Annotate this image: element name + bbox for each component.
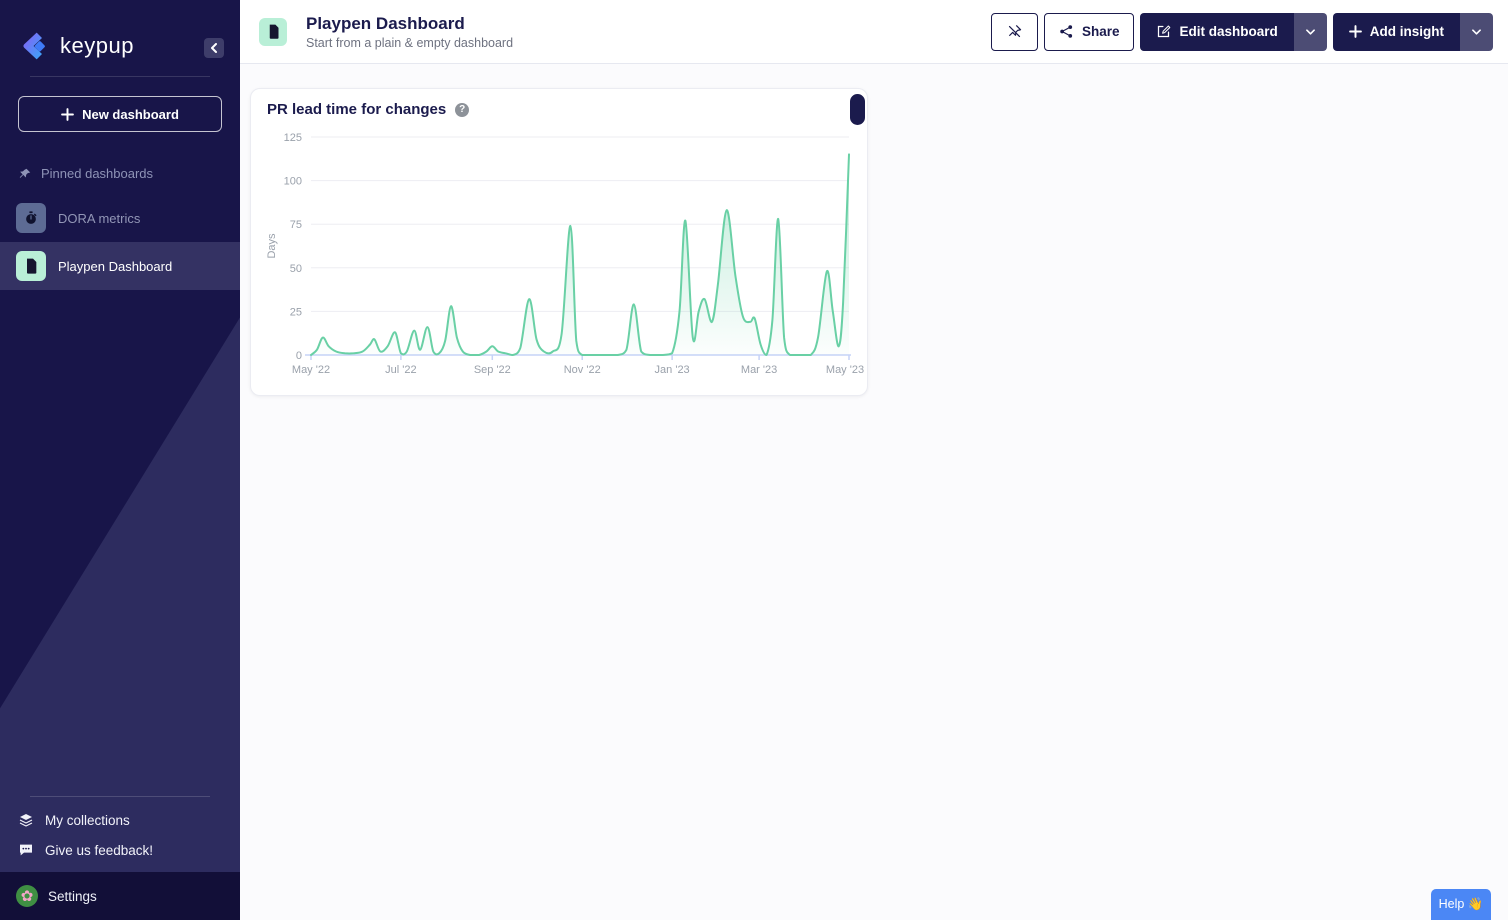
user-avatar: ✿: [16, 885, 38, 907]
feedback-link[interactable]: Give us feedback!: [0, 835, 240, 865]
sidebar-divider: [30, 76, 210, 77]
svg-text:Jan '23: Jan '23: [655, 364, 690, 376]
sidebar-diagonal-decoration: [0, 317, 240, 920]
dashboard-canvas: PR lead time for changes ? 0 25 50 75 100 125…: [240, 64, 1508, 920]
help-tooltip-icon[interactable]: ?: [455, 102, 470, 117]
sidebar-footer: My collections Give us feedback! ✿ Setti…: [0, 796, 240, 920]
chevron-left-icon: [211, 43, 217, 53]
svg-text:75: 75: [290, 219, 302, 231]
settings-button[interactable]: ✿ Settings: [0, 872, 240, 920]
add-insight-label: Add insight: [1369, 24, 1444, 39]
layers-icon: [19, 814, 33, 827]
share-icon: [1060, 25, 1073, 38]
svg-text:Days: Days: [266, 233, 278, 259]
keypup-logo-icon: [23, 32, 45, 60]
logo-row: keypup: [0, 0, 240, 62]
sidebar-item-playpen-dashboard[interactable]: Playpen Dashboard: [0, 242, 240, 290]
caret-down-icon: [1305, 28, 1315, 35]
plus-icon: [61, 107, 74, 121]
add-insight-dropdown-button[interactable]: [1460, 12, 1493, 51]
new-dashboard-button[interactable]: New dashboard: [18, 96, 222, 132]
caret-down-icon: [1472, 28, 1481, 35]
my-collections-link[interactable]: My collections: [0, 805, 240, 835]
new-dashboard-label: New dashboard: [82, 106, 179, 122]
sidebar-item-label: DORA metrics: [58, 210, 141, 226]
share-button[interactable]: Share: [1043, 12, 1135, 51]
svg-text:0: 0: [296, 350, 302, 362]
edit-dashboard-button-group: Edit dashboard: [1140, 12, 1327, 51]
plus-icon: [1348, 25, 1362, 38]
svg-text:Jul '22: Jul '22: [385, 364, 416, 376]
dashboard-document-icon: [259, 17, 287, 46]
svg-text:May '23: May '23: [826, 364, 864, 376]
unpin-dashboard-button[interactable]: [990, 12, 1038, 51]
pinned-dashboards-label: Pinned dashboards: [41, 166, 154, 181]
pin-slash-icon: [1008, 25, 1022, 38]
header-actions: Share Edit dashboard: [990, 12, 1493, 51]
edit-icon: [1158, 25, 1171, 38]
title-block: Playpen Dashboard Start from a plain & e…: [306, 13, 513, 50]
svg-text:Sep '22: Sep '22: [474, 364, 511, 376]
help-button[interactable]: Help 👋: [1431, 889, 1491, 920]
sidebar-collapse-button[interactable]: [204, 38, 224, 58]
add-insight-button-group: Add insight: [1332, 12, 1493, 51]
card-menu-pill[interactable]: [850, 94, 865, 125]
svg-text:125: 125: [284, 132, 302, 144]
svg-text:May '22: May '22: [292, 364, 330, 376]
sidebar: keypup New dashboard Pinned dashboards: [0, 0, 240, 920]
sidebar-footer-divider: [30, 796, 210, 797]
stopwatch-icon: [16, 203, 46, 233]
sidebar-item-dora-metrics[interactable]: DORA metrics: [0, 194, 240, 242]
main-area: Playpen Dashboard Start from a plain & e…: [240, 0, 1508, 920]
document-icon: [16, 251, 46, 281]
sidebar-item-label: Playpen Dashboard: [58, 258, 173, 274]
edit-dashboard-dropdown-button[interactable]: [1293, 12, 1327, 51]
page-subtitle: Start from a plain & empty dashboard: [306, 36, 514, 51]
svg-text:25: 25: [290, 306, 302, 318]
pin-icon: [19, 168, 31, 178]
svg-text:Nov '22: Nov '22: [564, 364, 601, 376]
chart-title: PR lead time for changes: [267, 101, 447, 118]
pr-lead-time-chart: 0 25 50 75 100 125 Days May '22 Jul '22 Sep '22 No…: [266, 132, 864, 376]
svg-text:50: 50: [290, 263, 302, 275]
edit-dashboard-button[interactable]: Edit dashboard: [1140, 12, 1294, 51]
dashboard-header: Playpen Dashboard Start from a plain & e…: [240, 0, 1508, 64]
chart-card-header: PR lead time for changes ?: [267, 101, 470, 118]
page-title: Playpen Dashboard: [306, 13, 465, 33]
my-collections-label: My collections: [45, 812, 130, 828]
share-label: Share: [1081, 24, 1120, 39]
chart-card-pr-lead-time: PR lead time for changes ? 0 25 50 75 100 125…: [250, 88, 868, 396]
pinned-dashboards-list: DORA metrics Playpen Dashboard: [0, 194, 240, 290]
logo-text: keypup: [60, 33, 134, 58]
edit-dashboard-label: Edit dashboard: [1179, 24, 1278, 39]
add-insight-button[interactable]: Add insight: [1332, 12, 1460, 51]
pinned-dashboards-header: Pinned dashboards: [18, 166, 240, 181]
settings-label: Settings: [48, 888, 97, 904]
feedback-label: Give us feedback!: [45, 842, 154, 858]
chat-icon: [20, 844, 32, 856]
svg-text:Mar '23: Mar '23: [741, 364, 777, 376]
svg-text:100: 100: [284, 176, 302, 188]
